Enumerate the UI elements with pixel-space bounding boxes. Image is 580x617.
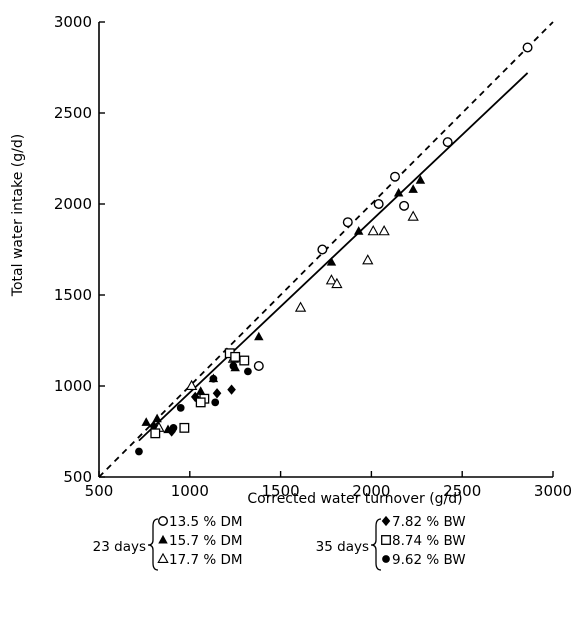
data-point-open-circle [253, 360, 264, 371]
data-point-open-circle [317, 244, 328, 255]
data-point-filled-triangle [141, 417, 151, 426]
x-tick-label: 1500 [262, 482, 300, 500]
legend-brace [147, 518, 159, 571]
data-point-filled-circle [135, 447, 143, 456]
legend-marker-filled-diamond [381, 515, 391, 527]
legend-item-label: 7.82 % BW [392, 514, 466, 530]
x-tick-label: 3000 [534, 482, 572, 500]
x-tick-label: 2500 [443, 482, 481, 500]
data-point-open-square [179, 422, 190, 433]
data-point-filled-diamond [227, 384, 236, 395]
data-point-filled-diamond [190, 391, 200, 403]
data-point-filled-diamond [212, 388, 222, 399]
legend-brace [370, 518, 382, 571]
x-axis-label: Corrected water turnover (g/d) [247, 491, 462, 507]
x-tick-label: 500 [85, 482, 114, 500]
data-point-open-circle [390, 171, 401, 182]
data-point-open-square [195, 397, 206, 408]
data-point-open-square [239, 355, 250, 366]
data-point-open-square [230, 351, 241, 362]
legend-group-label: 23 days [93, 539, 146, 555]
data-point-filled-circle [176, 403, 185, 412]
data-markers [135, 42, 533, 456]
data-point-filled-triangle [415, 175, 426, 184]
data-point-filled-circle [169, 423, 178, 432]
legend: 23 days 13.5 % DM 15.7 % DM 17.7 % DM 35 day… [93, 514, 466, 571]
x-tick-label: 2000 [352, 482, 390, 500]
data-point-open-triangle [331, 277, 343, 289]
y-tick-label: 3000 [54, 13, 92, 31]
axes: 500 1000 1500 2000 2500 3000 500 1000 1500 2000 25… [54, 13, 572, 500]
data-point-open-square [150, 428, 161, 439]
data-point-filled-triangle [152, 413, 162, 423]
y-tick-label: 2000 [54, 195, 92, 213]
y-tick-label: 1500 [54, 286, 92, 304]
legend-item-label: 17.7 % DM [169, 552, 243, 568]
data-point-filled-circle [229, 362, 238, 370]
data-point-open-triangle [407, 210, 419, 221]
data-point-filled-triangle [326, 257, 337, 266]
data-point-filled-triangle [393, 187, 404, 197]
data-point-filled-triangle [353, 226, 364, 235]
legend-marker-open-square [381, 535, 391, 545]
data-point-open-triangle [294, 301, 307, 312]
data-point-filled-triangle [408, 184, 418, 193]
x-tick-label: 1000 [171, 482, 209, 500]
data-point-filled-circle [211, 398, 220, 407]
data-point-filled-diamond [167, 426, 176, 437]
y-tick-label: 1000 [54, 377, 92, 395]
legend-marker-filled-triangle [158, 534, 168, 544]
data-point-open-triangle [325, 274, 338, 285]
legend-marker-filled-circle [382, 555, 390, 563]
data-point-open-circle [342, 217, 353, 228]
legend-item-label: 8.74 % BW [392, 533, 466, 549]
data-point-filled-triangle [254, 331, 264, 341]
legend-item-label: 9.62 % BW [392, 552, 466, 568]
legend-group-label: 35 days [316, 539, 369, 555]
regression-line-solid [138, 72, 529, 442]
legend-item-label: 15.7 % DM [169, 533, 243, 549]
y-tick-label: 500 [63, 468, 92, 486]
legend-marker-open-circle [157, 516, 168, 527]
legend-marker-open-triangle [157, 552, 169, 563]
data-point-open-triangle [378, 224, 390, 236]
data-point-open-triangle [185, 379, 198, 390]
data-point-filled-circle [244, 367, 252, 376]
y-tick-label: 2500 [54, 104, 92, 122]
y-axis-label: Total water intake (g/d) [10, 134, 26, 297]
data-point-open-triangle [367, 224, 379, 236]
data-point-open-circle [522, 42, 533, 53]
data-point-open-circle [442, 137, 453, 148]
legend-item-label: 13.5 % DM [169, 514, 243, 530]
data-point-open-triangle [362, 254, 374, 265]
data-point-filled-triangle [195, 386, 206, 395]
data-point-filled-circle [209, 374, 218, 383]
data-point-open-circle [373, 198, 384, 209]
data-point-open-circle [399, 200, 410, 211]
